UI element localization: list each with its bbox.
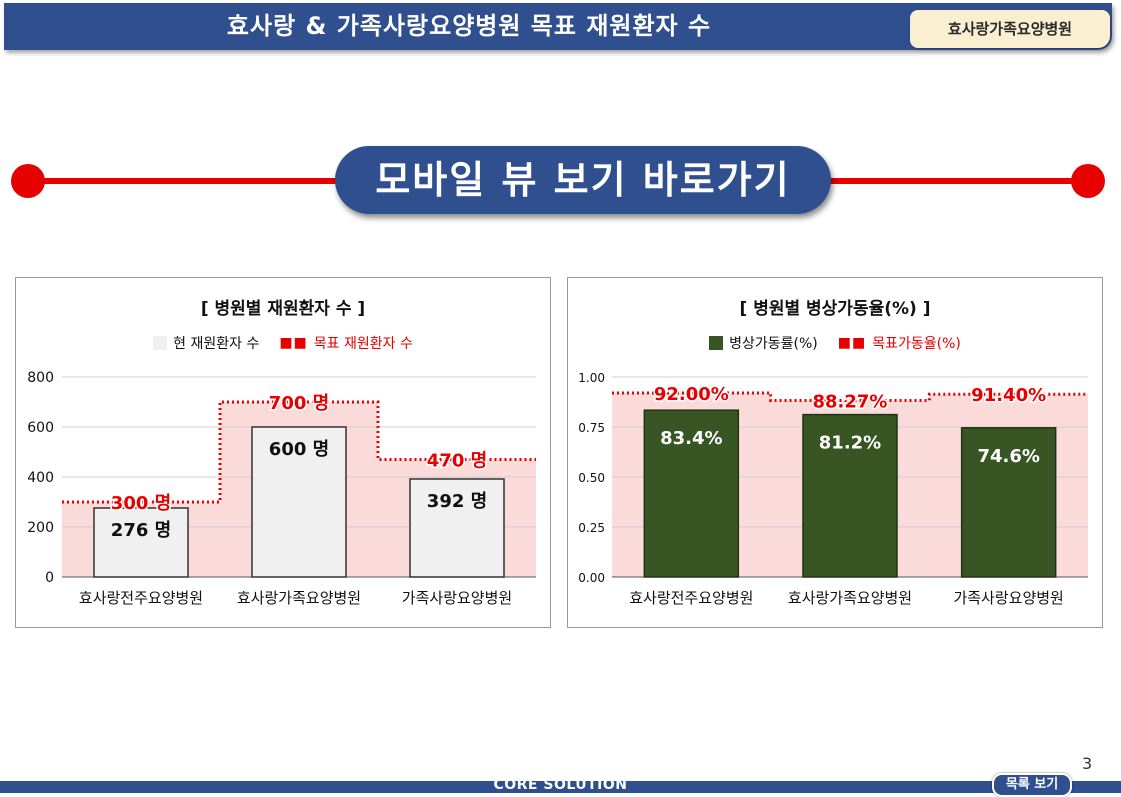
page-title: 효사랑 & 가족사랑요양병원 목표 재원환자 수 xyxy=(226,12,712,40)
chart-legend: 병상가동률(%) ■■ 목표가동율(%) xyxy=(568,333,1102,353)
bar xyxy=(409,478,505,578)
y-tick-label: 200 xyxy=(27,520,54,536)
target-data-label: 470 명 xyxy=(427,451,487,472)
y-tick-label: 0.75 xyxy=(578,421,605,435)
chart-title: [ 병원별 재원환자 수 ] xyxy=(200,299,366,319)
occupancy-chart-svg: 0.00 0.25 0.50 0.75 1.00 83.4% 효사랑전주요양병원 81.2% 효… xyxy=(578,371,1088,607)
legend-label-current: 현 재원환자 수 xyxy=(173,336,260,352)
bar-data-label: 276 명 xyxy=(111,520,171,541)
legend-label-current: 병상가동률(%) xyxy=(729,336,818,352)
right-red-dot xyxy=(1071,164,1105,198)
legend-swatch-current xyxy=(153,336,168,350)
x-tick-label: 가족사랑요양병원 xyxy=(953,589,1063,607)
mobile-view-link-button[interactable]: 모바일 뷰 보기 바로가기 xyxy=(335,146,831,214)
target-line xyxy=(612,391,1088,402)
target-data-label: 88.27% xyxy=(813,391,888,412)
bar-data-label: 74.6% xyxy=(977,446,1039,467)
bar-data-label: 81.2% xyxy=(819,433,881,454)
target-data-label: 92.00% xyxy=(654,384,729,405)
footer-bar xyxy=(0,781,1121,793)
left-divider-line xyxy=(28,178,340,184)
target-data-label: 91.40% xyxy=(971,385,1046,406)
y-tick-label: 800 xyxy=(27,370,54,386)
x-tick-label: 효사랑전주요양병원 xyxy=(629,589,753,607)
list-view-button[interactable]: 목록 보기 xyxy=(992,773,1072,797)
bar xyxy=(802,413,898,578)
y-tick-label: 0.25 xyxy=(578,521,605,535)
hospital-tab[interactable]: 효사랑가족요양병원 xyxy=(910,10,1110,48)
right-divider-line xyxy=(826,178,1090,184)
legend-dots-target: ■■ xyxy=(837,335,867,351)
x-tick-label: 효사랑가족요양병원 xyxy=(237,589,361,607)
x-tick-label: 효사랑가족요양병원 xyxy=(788,589,912,607)
page-number: 3 xyxy=(1082,754,1093,773)
chart-legend: 현 재원환자 수 ■■ 목표 재원환자 수 xyxy=(16,333,550,353)
bar xyxy=(251,426,347,578)
bar-data-label: 600 명 xyxy=(269,439,329,460)
y-tick-label: 400 xyxy=(27,470,54,486)
bar xyxy=(93,507,189,578)
bar-data-label: 83.4% xyxy=(660,428,722,449)
bar xyxy=(960,427,1057,578)
y-tick-label: 0.50 xyxy=(578,471,605,485)
target-data-label: 700 명 xyxy=(269,393,329,414)
chart-title: [ 병원별 병상가동율(%) ] xyxy=(739,299,931,319)
occupancy-chart-panel: 0.00 0.25 0.50 0.75 1.00 83.4% 효사랑전주요양병원 81.2% 효… xyxy=(567,277,1103,628)
target-line xyxy=(62,400,536,504)
bar xyxy=(643,409,740,578)
bar-data-label: 392 명 xyxy=(427,491,487,512)
y-tick-label: 1.00 xyxy=(578,371,605,385)
left-red-dot xyxy=(11,164,45,198)
y-tick-label: 0.00 xyxy=(578,571,605,585)
x-tick-label: 효사랑전주요양병원 xyxy=(79,589,203,607)
legend-label-target: 목표 재원환자 수 xyxy=(313,336,413,352)
footer-brand: CORE SOLUTION xyxy=(493,777,628,793)
y-tick-label: 600 xyxy=(27,420,54,436)
header-bar: 효사랑 & 가족사랑요양병원 목표 재원환자 수 효사랑가족요양병원 xyxy=(4,3,1112,50)
legend-label-target: 목표가동율(%) xyxy=(872,336,961,352)
legend-dots-target: ■■ xyxy=(279,335,308,351)
target-data-label: 300 명 xyxy=(111,493,171,514)
x-tick-label: 가족사랑요양병원 xyxy=(402,589,512,607)
y-tick-label: 0 xyxy=(45,570,54,586)
legend-swatch-current xyxy=(709,336,724,350)
